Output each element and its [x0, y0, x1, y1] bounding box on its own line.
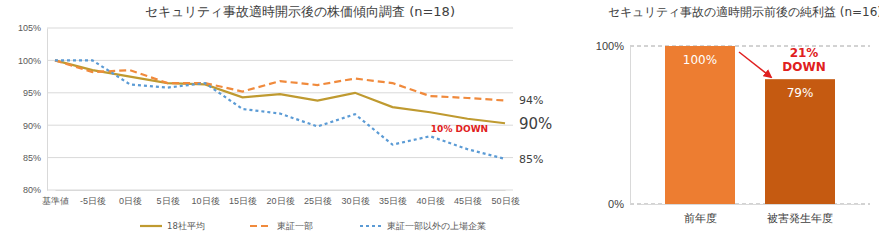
- series-line: [55, 60, 505, 158]
- y-tick-label: 85%: [23, 153, 41, 163]
- x-tick-label: 30日後: [341, 196, 369, 206]
- x-tick-label: 10日後: [191, 196, 219, 206]
- y-tick: 85%: [23, 153, 47, 163]
- y-axis: 0% 100%: [596, 40, 631, 210]
- x-tick: 15日後: [229, 190, 257, 206]
- x-tick-label: 被害発生年度: [767, 212, 833, 224]
- legend-swatch: [360, 225, 382, 227]
- data-label: 79%: [787, 86, 814, 100]
- x-tick: 30日後: [341, 190, 369, 206]
- x-tick-label: 50日後: [491, 196, 519, 206]
- legend-label: 東証一部以外の上場企業: [387, 221, 486, 231]
- x-tick-label: 0日後: [119, 196, 142, 206]
- legend-item: 18社平均: [140, 221, 205, 231]
- x-tick: 10日後: [191, 190, 219, 206]
- x-tick-label: 35日後: [379, 196, 407, 206]
- x-tick: 40日後: [416, 190, 444, 206]
- bar: [765, 79, 835, 204]
- y-tick: 80%: [23, 185, 47, 195]
- x-tick-label: 15日後: [229, 196, 257, 206]
- data-labels: 90% 94% 85%: [519, 94, 552, 165]
- x-tick: 25日後: [304, 190, 332, 206]
- x-tick-label: 40日後: [416, 196, 444, 206]
- y-tick: 95%: [23, 88, 47, 98]
- plot-area: [55, 60, 505, 158]
- x-tick: 50日後: [491, 190, 519, 206]
- grid: [630, 46, 870, 204]
- x-tick: 20日後: [266, 190, 294, 206]
- x-tick-label: 前年度: [684, 212, 717, 224]
- grid-line: [47, 28, 513, 29]
- x-axis-line: [56, 190, 506, 191]
- x-tick: 基準値: [42, 190, 69, 206]
- y-tick-label: 0%: [608, 198, 624, 210]
- legend-item: 東証一部: [250, 221, 313, 231]
- data-label: 94%: [519, 94, 543, 107]
- y-tick: 105%: [18, 23, 47, 33]
- x-tick-label: 5日後: [156, 196, 179, 206]
- y-tick-label: 100%: [596, 40, 624, 52]
- plot-area: [665, 46, 835, 204]
- legend-swatch: [140, 225, 162, 227]
- y-tick: 100%: [18, 56, 47, 66]
- x-tick: -5日後: [80, 190, 106, 206]
- legend-label: 18社平均: [167, 221, 205, 231]
- legend-item: 東証一部以外の上場企業: [360, 221, 486, 231]
- grid: [47, 28, 513, 190]
- x-tick: 前年度: [684, 204, 717, 224]
- x-tick: 35日後: [379, 190, 407, 206]
- grid-line: [47, 60, 513, 61]
- bar: [665, 46, 735, 204]
- x-tick-label: 25日後: [304, 196, 332, 206]
- legend-swatch: [250, 225, 272, 227]
- x-tick: 被害発生年度: [767, 204, 833, 224]
- x-tick-label: 基準値: [42, 196, 69, 206]
- y-axis-line: [630, 47, 631, 205]
- x-axis: 前年度 被害発生年度: [641, 204, 861, 224]
- y-tick-label: 100%: [18, 56, 41, 66]
- data-label: 85%: [519, 153, 543, 166]
- y-tick-label: 80%: [23, 185, 41, 195]
- legend-label: 東証一部: [277, 221, 313, 231]
- y-axis-line: [47, 29, 48, 191]
- y-tick: 100%: [596, 40, 630, 52]
- grid-line: [47, 190, 513, 191]
- x-axis: 基準値 -5日後 0日後 5日後 10日後 15日後 20日後 25日後 30日後 35日後 40日…: [42, 190, 520, 206]
- chart-title: セキュリティ事故適時開示後の株価傾向調査 (n=18): [145, 4, 455, 19]
- line-chart: セキュリティ事故適時開示後の株価傾向調査 (n=18) 80% 85% 90% 95% 1…: [18, 4, 552, 231]
- y-tick: 0%: [608, 198, 630, 210]
- x-axis-line: [641, 204, 861, 205]
- chart-title: セキュリティ事故の適時開示前後の純利益 (n=16): [608, 5, 879, 19]
- x-tick-label: 20日後: [266, 196, 294, 206]
- bar-chart: セキュリティ事故の適時開示前後の純利益 (n=16) 0% 100% 前年度 被害発生年…: [596, 5, 879, 224]
- annotation-text: 21%: [790, 46, 819, 60]
- annotation-arrow: [739, 52, 771, 77]
- annotation: 10% DOWN: [431, 124, 488, 134]
- y-axis: 80% 85% 90% 95% 100% 105%: [18, 23, 48, 195]
- x-tick-label: 45日後: [454, 196, 482, 206]
- chart-canvas: セキュリティ事故適時開示後の株価傾向調査 (n=18) 80% 85% 90% 95% 1…: [0, 0, 879, 237]
- y-tick-label: 95%: [23, 88, 41, 98]
- annotation: 21%DOWN: [739, 46, 826, 77]
- y-tick-label: 90%: [23, 121, 41, 131]
- annotation-text: DOWN: [782, 60, 825, 74]
- y-tick-label: 105%: [18, 23, 41, 33]
- grid-line: [47, 157, 513, 158]
- data-label: 100%: [683, 53, 717, 67]
- x-tick: 45日後: [454, 190, 482, 206]
- legend: 18社平均 東証一部 東証一部以外の上場企業: [140, 221, 486, 231]
- x-tick: 5日後: [156, 190, 179, 206]
- data-label: 90%: [519, 115, 552, 133]
- x-tick: 0日後: [119, 190, 142, 206]
- x-tick-label: -5日後: [80, 196, 106, 206]
- y-tick: 90%: [23, 121, 47, 131]
